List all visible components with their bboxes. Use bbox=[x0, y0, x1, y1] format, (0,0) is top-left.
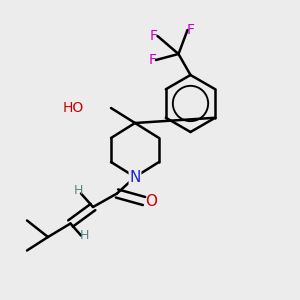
Text: O: O bbox=[146, 194, 158, 208]
Text: H: H bbox=[80, 229, 89, 242]
Text: HO: HO bbox=[63, 101, 84, 115]
Text: F: F bbox=[150, 29, 158, 43]
Text: F: F bbox=[187, 23, 195, 37]
Text: F: F bbox=[148, 53, 156, 67]
Text: N: N bbox=[129, 169, 141, 184]
Text: H: H bbox=[73, 184, 83, 197]
